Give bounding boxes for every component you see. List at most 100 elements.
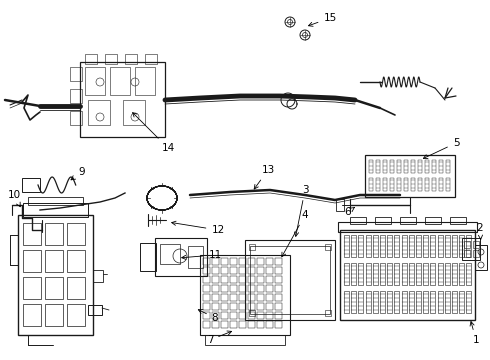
- Bar: [394, 235, 399, 257]
- Bar: [221, 267, 228, 274]
- Bar: [369, 160, 373, 173]
- Bar: [249, 244, 255, 250]
- Bar: [366, 291, 370, 313]
- Bar: [390, 160, 394, 173]
- Bar: [402, 263, 407, 285]
- Bar: [459, 235, 464, 257]
- Bar: [257, 276, 264, 283]
- Bar: [376, 178, 380, 191]
- Bar: [23, 203, 88, 217]
- Bar: [230, 285, 237, 292]
- Bar: [266, 321, 273, 328]
- Bar: [85, 67, 105, 95]
- Bar: [257, 294, 264, 301]
- Text: 7: 7: [207, 331, 232, 345]
- Bar: [452, 291, 457, 313]
- Bar: [23, 250, 41, 272]
- Bar: [439, 160, 443, 173]
- Bar: [230, 276, 237, 283]
- Bar: [430, 263, 436, 285]
- Text: 8: 8: [198, 310, 219, 323]
- Bar: [221, 303, 228, 310]
- Bar: [266, 294, 273, 301]
- Bar: [221, 276, 228, 283]
- Bar: [358, 263, 364, 285]
- Text: 15: 15: [309, 13, 337, 26]
- Bar: [221, 294, 228, 301]
- Bar: [430, 235, 436, 257]
- Text: 6: 6: [344, 207, 354, 217]
- Text: 1: 1: [470, 321, 479, 345]
- Bar: [125, 54, 137, 64]
- Text: 5: 5: [423, 138, 459, 158]
- Bar: [438, 263, 442, 285]
- Bar: [230, 312, 237, 319]
- Bar: [23, 223, 41, 245]
- Bar: [464, 241, 470, 248]
- Bar: [239, 312, 246, 319]
- Bar: [239, 267, 246, 274]
- Bar: [85, 54, 97, 64]
- Bar: [366, 263, 370, 285]
- Bar: [336, 199, 344, 211]
- Bar: [432, 160, 436, 173]
- Bar: [212, 303, 219, 310]
- Bar: [275, 285, 282, 292]
- Bar: [257, 321, 264, 328]
- Bar: [438, 291, 442, 313]
- Bar: [344, 291, 349, 313]
- Bar: [438, 235, 442, 257]
- Bar: [248, 303, 255, 310]
- Bar: [221, 321, 228, 328]
- Text: 3: 3: [294, 185, 308, 237]
- Bar: [145, 54, 157, 64]
- Bar: [344, 235, 349, 257]
- Bar: [473, 241, 479, 248]
- Text: 12: 12: [172, 221, 224, 235]
- Bar: [239, 321, 246, 328]
- Bar: [409, 263, 414, 285]
- Bar: [135, 67, 155, 95]
- Bar: [351, 263, 356, 285]
- Bar: [23, 304, 41, 326]
- Bar: [373, 235, 378, 257]
- Bar: [203, 285, 210, 292]
- Bar: [373, 291, 378, 313]
- Bar: [397, 178, 401, 191]
- Bar: [239, 258, 246, 265]
- Bar: [212, 294, 219, 301]
- Bar: [45, 277, 63, 299]
- Bar: [380, 235, 385, 257]
- Bar: [416, 235, 421, 257]
- Bar: [266, 258, 273, 265]
- Bar: [155, 238, 207, 276]
- Bar: [257, 267, 264, 274]
- Bar: [28, 197, 83, 205]
- Bar: [70, 89, 82, 103]
- Bar: [23, 277, 41, 299]
- Bar: [45, 223, 63, 245]
- Bar: [418, 178, 422, 191]
- Bar: [466, 263, 471, 285]
- Bar: [245, 240, 335, 320]
- Bar: [365, 155, 455, 197]
- Bar: [203, 321, 210, 328]
- Bar: [344, 263, 349, 285]
- Bar: [397, 160, 401, 173]
- Bar: [110, 67, 130, 95]
- Bar: [275, 267, 282, 274]
- Bar: [425, 178, 429, 191]
- Bar: [203, 312, 210, 319]
- Bar: [358, 291, 364, 313]
- Bar: [423, 291, 428, 313]
- Bar: [257, 258, 264, 265]
- Bar: [230, 258, 237, 265]
- Bar: [383, 160, 387, 173]
- Bar: [462, 238, 480, 260]
- Bar: [338, 222, 477, 232]
- Bar: [400, 217, 416, 224]
- Bar: [351, 235, 356, 257]
- Bar: [67, 223, 85, 245]
- Bar: [340, 230, 475, 320]
- Bar: [212, 285, 219, 292]
